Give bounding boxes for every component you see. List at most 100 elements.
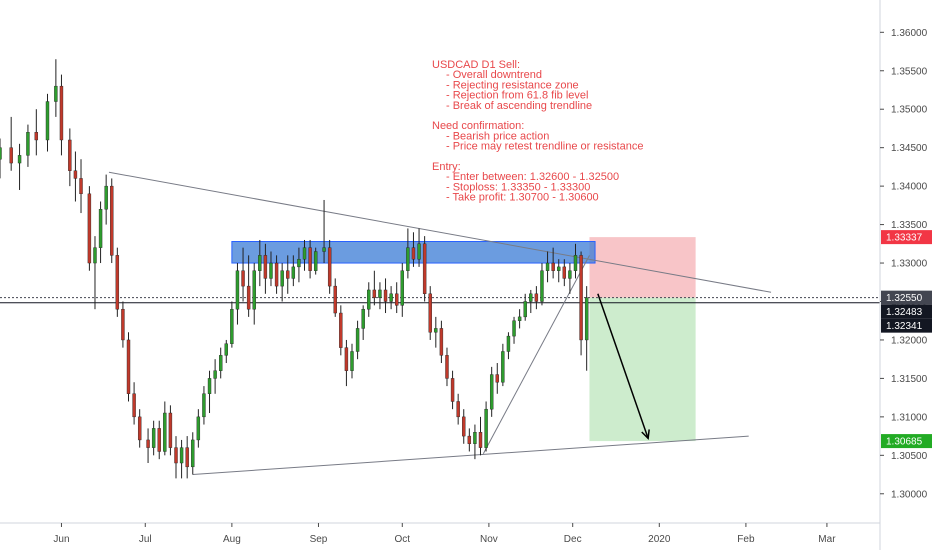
candle [462,409,466,444]
candle [478,416,483,456]
candle-body [372,289,377,298]
candle-body [73,170,78,179]
candle [434,316,438,348]
price-tick-label: 1.35500 [891,66,928,77]
candle-body [196,416,201,441]
candle-body [59,85,64,141]
candle-body [462,416,466,437]
candle-body [146,439,150,448]
candle-body [361,308,365,329]
candle [174,436,178,479]
candle-body [517,316,522,321]
candle-body [185,447,189,468]
candle-body [26,132,30,156]
candle [350,343,354,379]
candle-body [350,351,354,371]
candle [383,278,388,314]
candle-body [191,439,195,468]
candle [297,247,301,283]
candle-body [523,301,527,318]
price-tag: 1.33337 [881,230,932,245]
candle [389,286,393,310]
candle [445,347,449,387]
candle-body [495,374,499,383]
price-tick-label: 1.30000 [891,489,928,500]
candle [137,409,142,448]
time-axis[interactable]: Jun Jul Aug Sep Oct Nov Dec 2020 Feb Mar [0,522,880,545]
candle [196,409,201,448]
candle [484,401,488,452]
candle-body [263,255,268,279]
candle-body [9,147,13,164]
candle-body [534,293,539,302]
price-tick-label: 1.34500 [891,143,928,154]
annotation-line: - Rejecting resistance zone [446,79,579,91]
candle [428,286,432,340]
candle-body [322,247,326,252]
candle-body [308,247,312,271]
candle-body [579,255,583,341]
candle [302,239,307,271]
candle-body [280,270,284,287]
candle-body [473,432,477,444]
candle-body [584,297,589,341]
candle [406,228,410,279]
candle-body [394,293,399,306]
candle [207,370,212,414]
candle [218,347,223,379]
candle-body [327,247,332,287]
price-axis[interactable]: 1.36000 1.35500 1.35000 1.34500 1.34000 1.335… [879,0,928,550]
time-tick-label: Sep [310,534,328,545]
time-tick-label: Oct [395,534,411,545]
candle-body [151,428,156,448]
candle-body [573,255,578,271]
candle [263,243,268,294]
candle-body [344,347,349,371]
candle [545,251,550,283]
candle [355,320,360,360]
candle [185,436,189,479]
candle [26,124,30,167]
candle [213,359,217,394]
candle-body [484,408,488,448]
price-tick-label: 1.31000 [891,412,928,423]
candle-body [445,355,449,379]
candle [557,259,561,283]
candle [146,428,150,464]
candle-body [115,255,120,310]
candle-body [478,432,483,448]
candle-body [355,328,360,352]
price-tag: 1.32341 [881,318,932,333]
price-tag-background [881,290,932,305]
price-tick-label: 1.31500 [891,374,928,385]
candle [0,138,2,179]
candle [523,293,527,321]
candle [163,401,167,456]
annotation-line: Need confirmation: [432,120,524,132]
candle-body [417,243,421,260]
candle [540,263,544,306]
price-tick-label: 1.36000 [891,28,928,39]
candle [473,424,477,460]
candle [87,186,92,271]
candle-body [557,266,561,271]
candle [411,232,416,267]
candle [246,255,251,317]
annotation-line: - Stoploss: 1.33350 - 1.33300 [446,181,590,193]
candle-body [439,328,444,356]
candle [339,305,343,356]
candle [333,278,337,317]
price-tag-background [881,230,932,245]
candle-body [213,370,217,379]
candle-body [400,270,404,306]
ascending-trendline [482,255,590,455]
price-tag-background [881,434,932,449]
candle [121,301,125,348]
time-tick-label: Jul [139,534,152,545]
candle [327,239,332,294]
candle-body [121,308,125,341]
candle-body [207,378,212,394]
candle-body [540,270,544,302]
candle [168,405,173,456]
